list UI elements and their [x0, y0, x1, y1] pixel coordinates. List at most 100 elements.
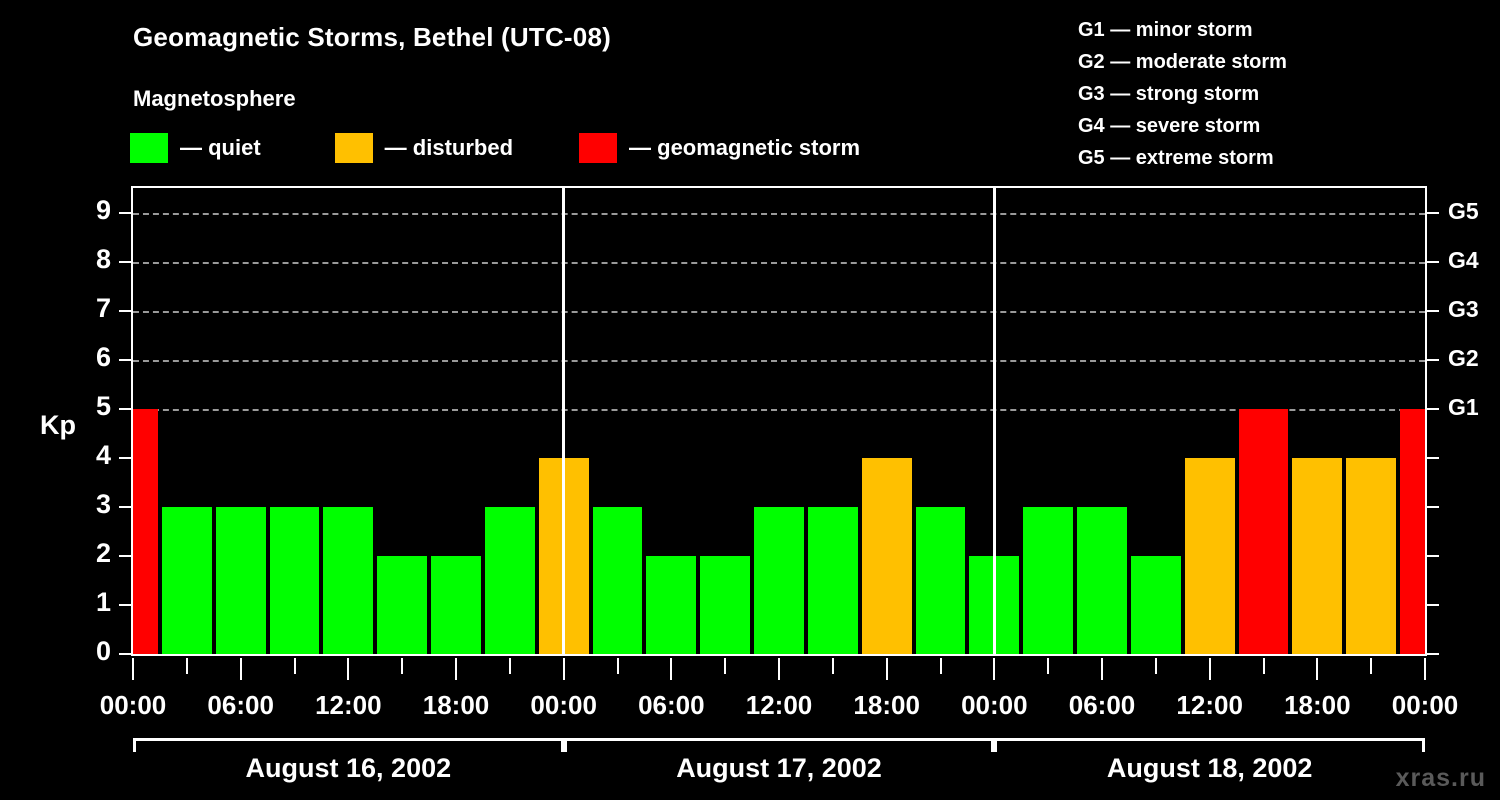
day-separator — [992, 188, 996, 654]
bar-storm-kp5 — [1400, 408, 1425, 654]
bar-quiet-kp3 — [269, 506, 320, 654]
y-tick-right — [1427, 653, 1439, 655]
x-tick — [508, 658, 511, 674]
x-tick — [1208, 658, 1211, 680]
x-tick — [1316, 658, 1319, 680]
legend-label-storm: — geomagnetic storm — [629, 135, 861, 160]
gridline — [133, 310, 1425, 313]
x-axis-label: 18:00 — [422, 690, 490, 720]
y-tick — [119, 260, 131, 263]
g-scale-g1: G1 — minor storm — [1078, 19, 1253, 41]
bar-storm-kp5 — [1238, 408, 1289, 654]
legend-swatch-storm-icon — [579, 133, 618, 163]
y-tick — [119, 554, 131, 557]
y-axis-label: 3 — [95, 488, 111, 519]
bar-quiet-kp3 — [807, 506, 858, 654]
y-tick-right — [1427, 505, 1439, 508]
g-scale-g3: G3 — strong storm — [1078, 83, 1260, 105]
y-tick — [119, 358, 131, 361]
x-tick — [1262, 658, 1265, 674]
y-tick-right — [1427, 603, 1439, 606]
bar-quiet-kp3 — [484, 506, 535, 654]
x-tick — [939, 658, 942, 674]
day-separator — [562, 188, 566, 654]
bar-disturbed-kp4 — [1292, 457, 1343, 654]
x-tick — [347, 658, 350, 680]
page-title: Geomagnetic Storms, Bethel (UTC-08) — [133, 22, 611, 52]
x-tick — [993, 658, 996, 680]
y-tick-right — [1427, 260, 1439, 263]
y-tick-right — [1427, 407, 1439, 410]
x-axis-label: 06:00 — [1068, 690, 1136, 720]
day-bracket — [994, 738, 1425, 752]
y-tick-right — [1427, 211, 1439, 214]
day-label: August 16, 2002 — [245, 753, 452, 783]
x-tick — [831, 658, 834, 674]
y-tick-right — [1427, 309, 1439, 312]
plot-area — [131, 186, 1427, 656]
x-tick — [1154, 658, 1157, 674]
legend-item-storm: — geomagnetic storm — [579, 133, 860, 163]
g-scale-g4: G4 — severe storm — [1078, 115, 1261, 137]
bar-disturbed-kp4 — [1184, 457, 1235, 654]
legend-item-quiet: — quiet — [130, 133, 261, 163]
day-label: August 18, 2002 — [1106, 753, 1313, 783]
y-axis-label: 8 — [95, 243, 111, 274]
x-axis-label: 00:00 — [1391, 690, 1459, 720]
x-axis-label: 00:00 — [99, 690, 167, 720]
y-tick — [119, 653, 131, 655]
bar-quiet-kp3 — [1023, 506, 1074, 654]
x-axis-label: 00:00 — [961, 690, 1028, 720]
gridline — [133, 359, 1425, 362]
gridline — [133, 212, 1425, 215]
x-tick — [1424, 658, 1426, 680]
y-tick-right — [1427, 358, 1439, 361]
x-tick — [562, 658, 565, 680]
day-label: August 17, 2002 — [676, 753, 882, 783]
gridline — [133, 261, 1425, 264]
day-bracket — [563, 738, 995, 752]
chart-subtitle: Magnetosphere — [133, 86, 296, 111]
y-axis-label: 0 — [95, 636, 111, 666]
bar-quiet-kp3 — [1077, 506, 1127, 654]
g-scale-g2: G2 — moderate storm — [1078, 51, 1287, 73]
g-scale-tick-g1: G1 — [1448, 393, 1479, 420]
g-scale-g5: G5 — extreme storm — [1078, 147, 1274, 169]
x-axis-label: 12:00 — [315, 690, 382, 720]
y-axis-label: 4 — [95, 439, 111, 470]
x-tick — [616, 658, 619, 674]
y-axis-label: 7 — [95, 292, 111, 323]
x-tick — [778, 658, 780, 680]
bar-quiet-kp3 — [754, 506, 804, 654]
legend-label-disturbed: — disturbed — [384, 135, 514, 160]
y-axis-label: 1 — [95, 586, 111, 617]
x-axis-label: 00:00 — [530, 690, 597, 720]
g-scale-tick-g2: G2 — [1448, 344, 1479, 371]
y-axis-label: 9 — [95, 194, 111, 225]
bar-quiet-kp3 — [215, 506, 266, 654]
x-tick — [132, 658, 134, 680]
x-tick — [885, 658, 888, 680]
x-axis-label: 06:00 — [638, 690, 705, 720]
y-tick — [119, 505, 131, 508]
y-tick — [119, 211, 131, 214]
x-tick — [670, 658, 673, 680]
y-tick — [119, 407, 131, 410]
bar-quiet-kp2 — [377, 555, 428, 654]
y-axis-label: 2 — [95, 537, 111, 568]
bar-disturbed-kp4 — [861, 457, 912, 654]
x-axis-label: 06:00 — [207, 690, 274, 720]
bar-quiet-kp3 — [915, 506, 966, 654]
legend-swatch-quiet-icon — [130, 133, 168, 163]
bar-quiet-kp2 — [646, 555, 697, 654]
g-scale-tick-g4: G4 — [1448, 246, 1479, 273]
x-axis-label: 12:00 — [745, 690, 813, 720]
y-tick — [119, 603, 131, 606]
x-tick — [239, 658, 242, 680]
legend-swatch-disturbed-icon — [334, 133, 373, 163]
x-axis-label: 18:00 — [1284, 690, 1351, 720]
x-tick — [293, 658, 296, 674]
g-scale-tick-g5: G5 — [1448, 197, 1479, 224]
bar-quiet-kp3 — [592, 506, 643, 654]
y-axis-label: 6 — [95, 341, 111, 372]
